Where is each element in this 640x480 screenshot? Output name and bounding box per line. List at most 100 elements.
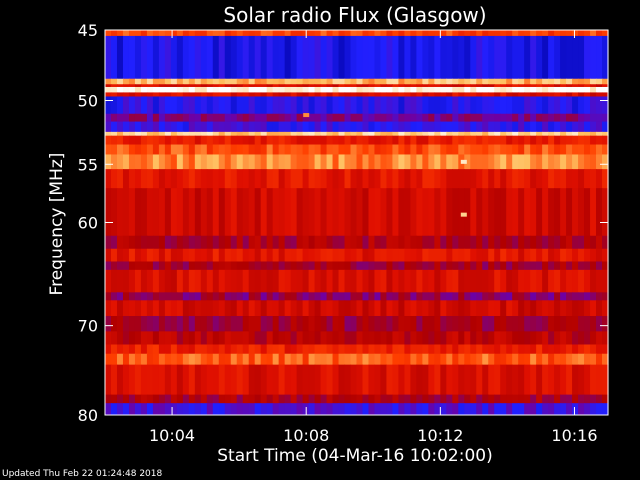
band-cell <box>332 35 340 80</box>
band-cell <box>494 113 501 122</box>
band-cell <box>164 92 172 97</box>
band-cell <box>542 364 549 396</box>
band-cell <box>572 248 579 262</box>
band-cell <box>116 394 124 404</box>
band-cell <box>314 403 322 416</box>
band-cell <box>470 86 477 93</box>
band-cell <box>164 78 172 85</box>
band-cell <box>566 403 573 416</box>
band-cell <box>260 154 268 170</box>
band-cell <box>524 261 531 271</box>
band-cell <box>332 300 340 317</box>
band-cell <box>422 78 429 85</box>
band-cell <box>116 403 124 416</box>
band-cell <box>134 78 142 85</box>
band-cell <box>254 235 262 250</box>
band-cell <box>584 344 591 355</box>
band-cell <box>212 131 220 137</box>
band-cell <box>560 113 567 122</box>
band-cell <box>428 30 435 37</box>
band-cell <box>560 35 567 80</box>
band-cell <box>440 269 447 293</box>
band-cell <box>542 300 549 317</box>
band-cell <box>422 113 429 122</box>
band-cell <box>356 78 364 85</box>
band-cell <box>566 96 573 115</box>
band-cell <box>110 169 118 189</box>
band-cell <box>134 144 142 155</box>
band-cell <box>302 135 310 145</box>
band-cell <box>590 113 597 122</box>
band-cell <box>320 86 328 93</box>
band-cell <box>254 364 262 396</box>
band-cell <box>500 78 507 85</box>
band-cell <box>458 261 465 271</box>
band-cell <box>596 292 603 301</box>
band-cell <box>398 403 406 416</box>
band-cell <box>512 316 519 332</box>
band-cell <box>518 394 525 404</box>
band-cell <box>320 292 328 301</box>
band-cell <box>296 316 304 332</box>
band-cell <box>128 86 136 93</box>
band-cell <box>350 353 358 366</box>
band-cell <box>254 353 262 366</box>
band-cell <box>512 403 519 416</box>
band-cell <box>386 344 394 355</box>
band-cell <box>602 331 609 345</box>
band-cell <box>548 135 555 145</box>
band-cell <box>188 292 196 301</box>
band-cell <box>596 169 603 189</box>
band-cell <box>206 316 214 332</box>
band-cell <box>428 154 435 170</box>
band-cell <box>332 344 340 355</box>
band-cell <box>374 121 382 133</box>
band-cell <box>404 169 411 189</box>
band-cell <box>206 353 214 366</box>
band-cell <box>158 394 166 404</box>
band-cell <box>392 300 400 317</box>
band-cell <box>248 96 256 115</box>
band-cell <box>248 131 256 137</box>
band-cell <box>344 169 352 189</box>
band-cell <box>356 84 364 88</box>
band-cell <box>224 121 232 133</box>
band-cell <box>590 403 597 416</box>
band-cell <box>206 394 214 404</box>
band-cell <box>152 96 160 115</box>
band-cell <box>494 135 501 145</box>
band-cell <box>452 35 459 80</box>
band-cell <box>290 331 298 345</box>
band-cell <box>470 261 477 271</box>
band-cell <box>506 188 513 237</box>
band-cell <box>602 169 609 189</box>
band-cell <box>380 364 388 396</box>
band-cell <box>224 394 232 404</box>
band-cell <box>284 188 292 237</box>
band-cell <box>230 86 238 93</box>
band-cell <box>206 78 214 85</box>
band-cell <box>524 188 531 237</box>
band-cell <box>596 364 603 396</box>
band-cell <box>182 78 190 85</box>
band-cell <box>476 121 483 133</box>
band-cell <box>158 169 166 189</box>
band-cell <box>602 121 609 133</box>
band-cell <box>158 30 166 37</box>
band-cell <box>308 292 316 301</box>
band-cell <box>302 92 310 97</box>
band-cell <box>482 135 489 145</box>
band-cell <box>434 86 441 93</box>
band-cell <box>518 269 525 293</box>
band-cell <box>332 96 340 115</box>
band-cell <box>374 96 382 115</box>
band-cell <box>488 78 495 85</box>
band-cell <box>560 364 567 396</box>
band-cell <box>122 394 130 404</box>
band-cell <box>344 121 352 133</box>
band-cell <box>530 169 537 189</box>
band-cell <box>584 154 591 170</box>
band-cell <box>350 96 358 115</box>
band-cell <box>410 154 417 170</box>
band-cell <box>134 86 142 93</box>
